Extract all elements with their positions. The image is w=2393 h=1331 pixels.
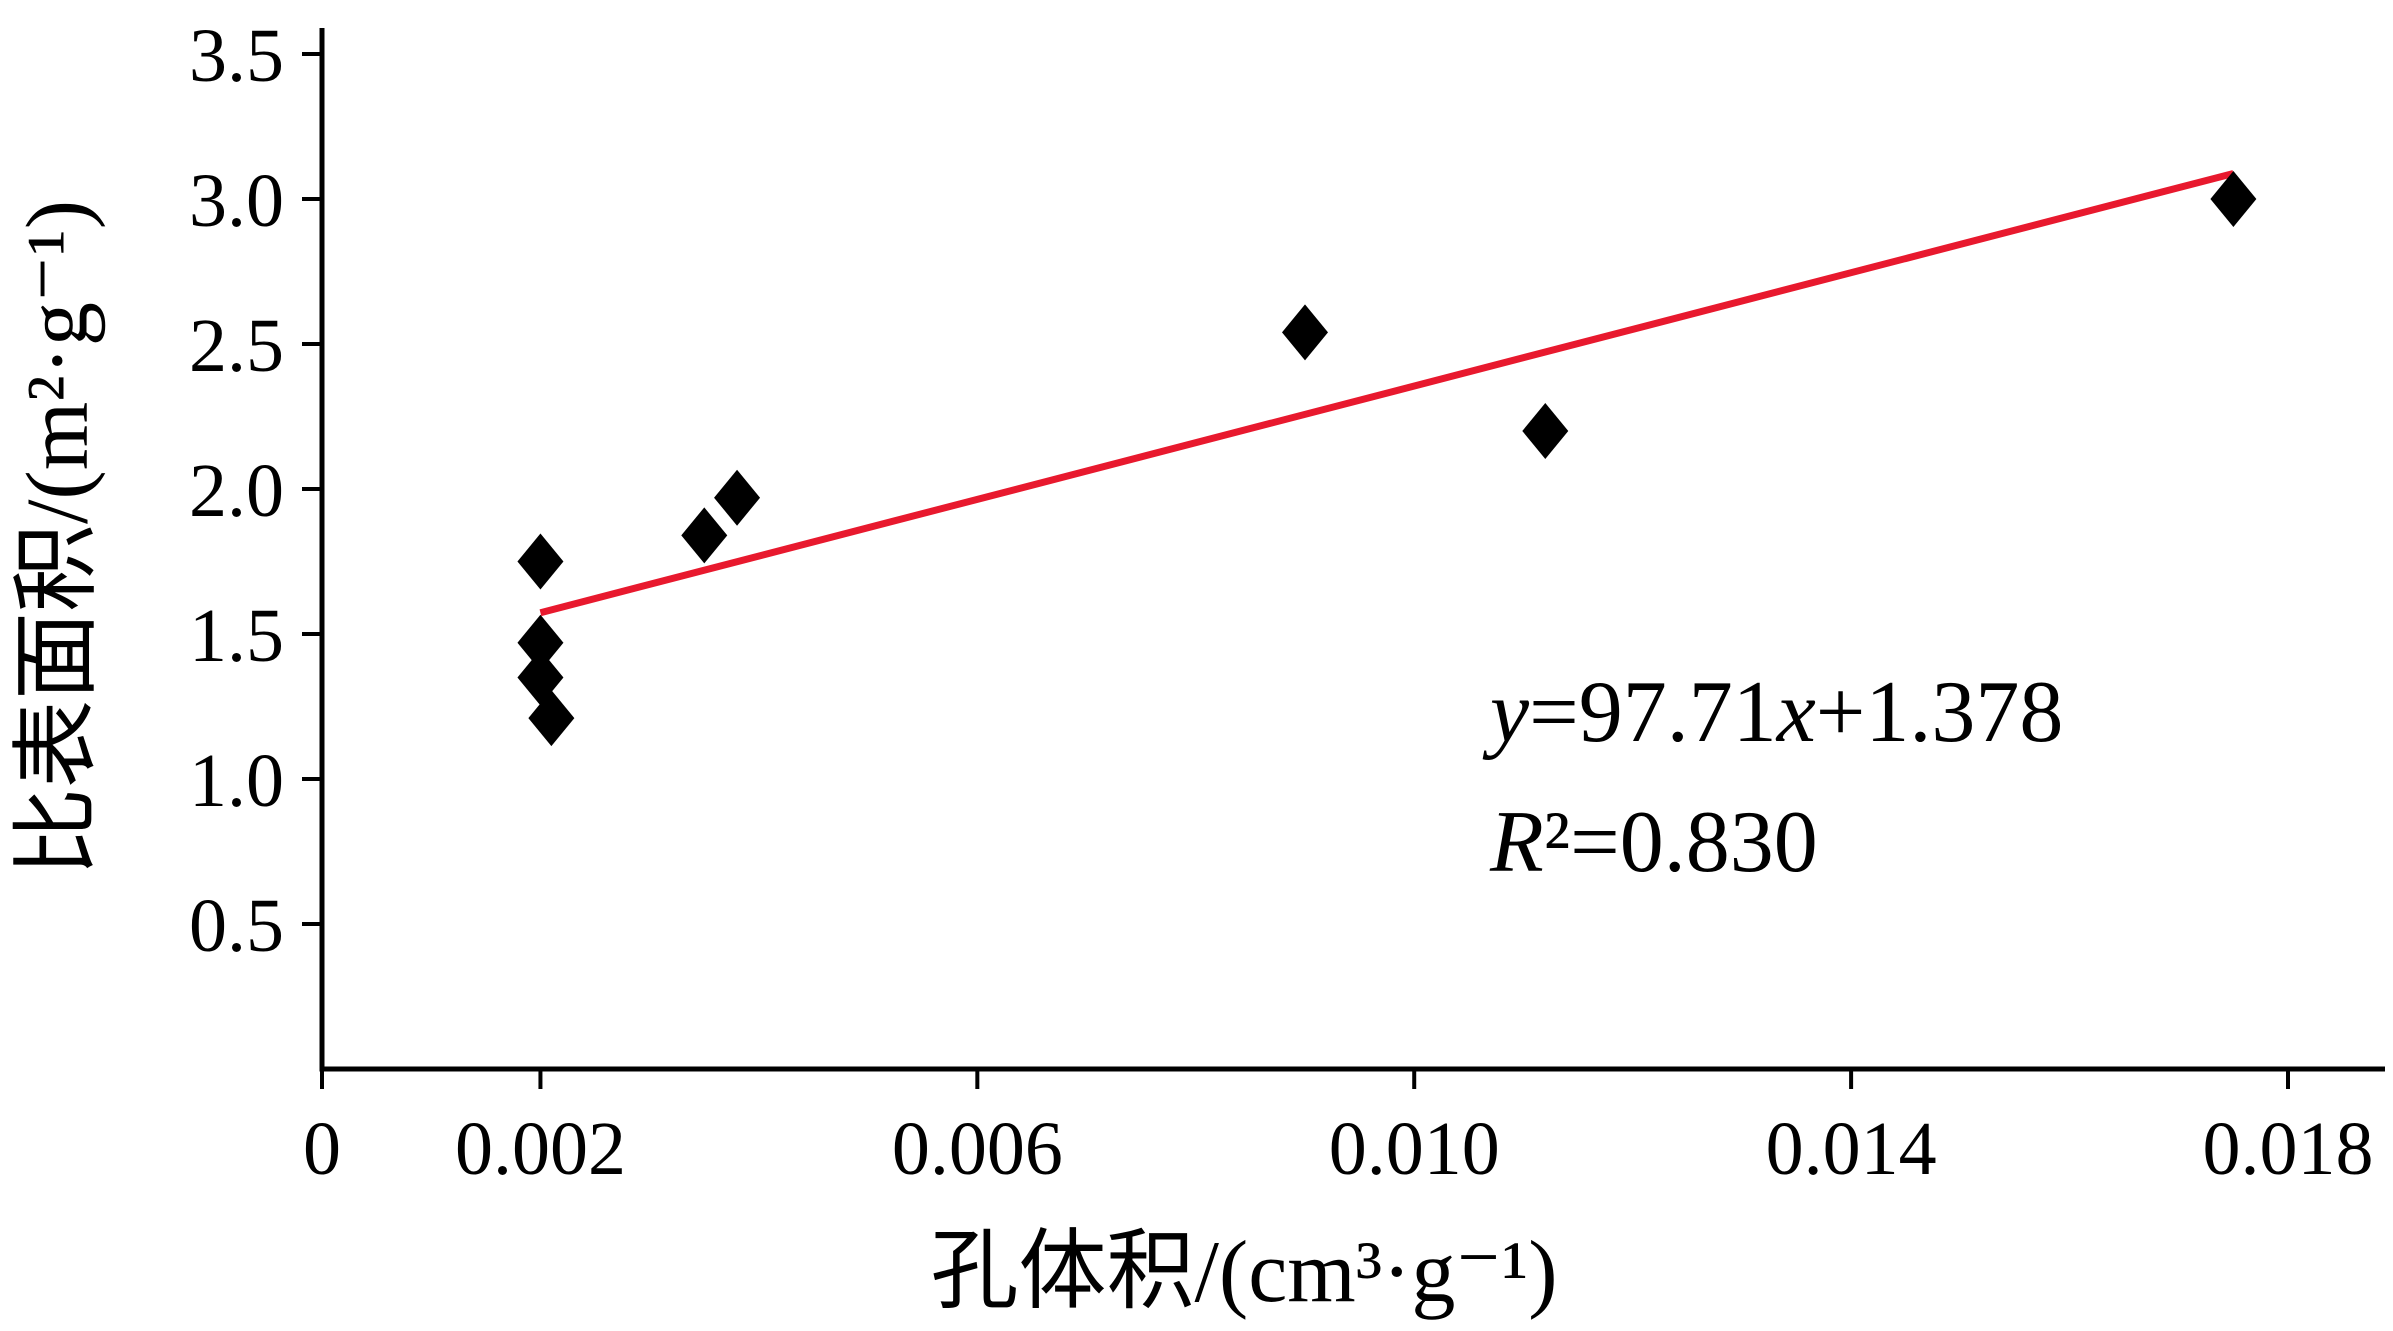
data-point-marker xyxy=(714,469,761,526)
data-point-marker xyxy=(528,690,575,747)
data-point-marker xyxy=(1522,403,1569,459)
fit-line xyxy=(539,170,2235,617)
data-point-marker xyxy=(1282,304,1328,361)
x-tick-label: 0 xyxy=(303,1107,341,1191)
data-point-marker xyxy=(517,614,564,671)
y-tick-label: 0.5 xyxy=(189,884,284,968)
x-tick-label: 0.002 xyxy=(455,1107,626,1191)
y-tick-label: 2.0 xyxy=(189,449,284,533)
data-point-marker xyxy=(2210,171,2257,227)
y-tick-label: 1.0 xyxy=(189,739,284,823)
annotation-line-equation: y=97.71x+1.378 xyxy=(1490,664,2064,761)
y-tick-label: 3.5 xyxy=(189,14,284,98)
x-tick-label: 0.018 xyxy=(2203,1107,2374,1191)
x-tick-label: 0.010 xyxy=(1329,1107,1500,1191)
y-axis-title: 比表面积/(m²·g⁻¹) xyxy=(9,199,107,877)
data-point-marker xyxy=(681,507,728,564)
y-tick-label: 2.5 xyxy=(189,304,284,388)
y-tick-label: 3.0 xyxy=(189,159,284,243)
fit-annotation: y=97.71x+1.378 R²=0.830 xyxy=(1490,648,2063,908)
x-tick-label: 0.014 xyxy=(1766,1107,1937,1191)
data-point-marker xyxy=(517,533,564,590)
y-tick-label: 1.5 xyxy=(189,594,284,678)
annotation-line-r2: R²=0.830 xyxy=(1490,794,1818,892)
x-tick-label: 0.006 xyxy=(892,1107,1063,1191)
x-axis-title: 孔体积/(cm³·g⁻¹) xyxy=(930,1224,1558,1321)
